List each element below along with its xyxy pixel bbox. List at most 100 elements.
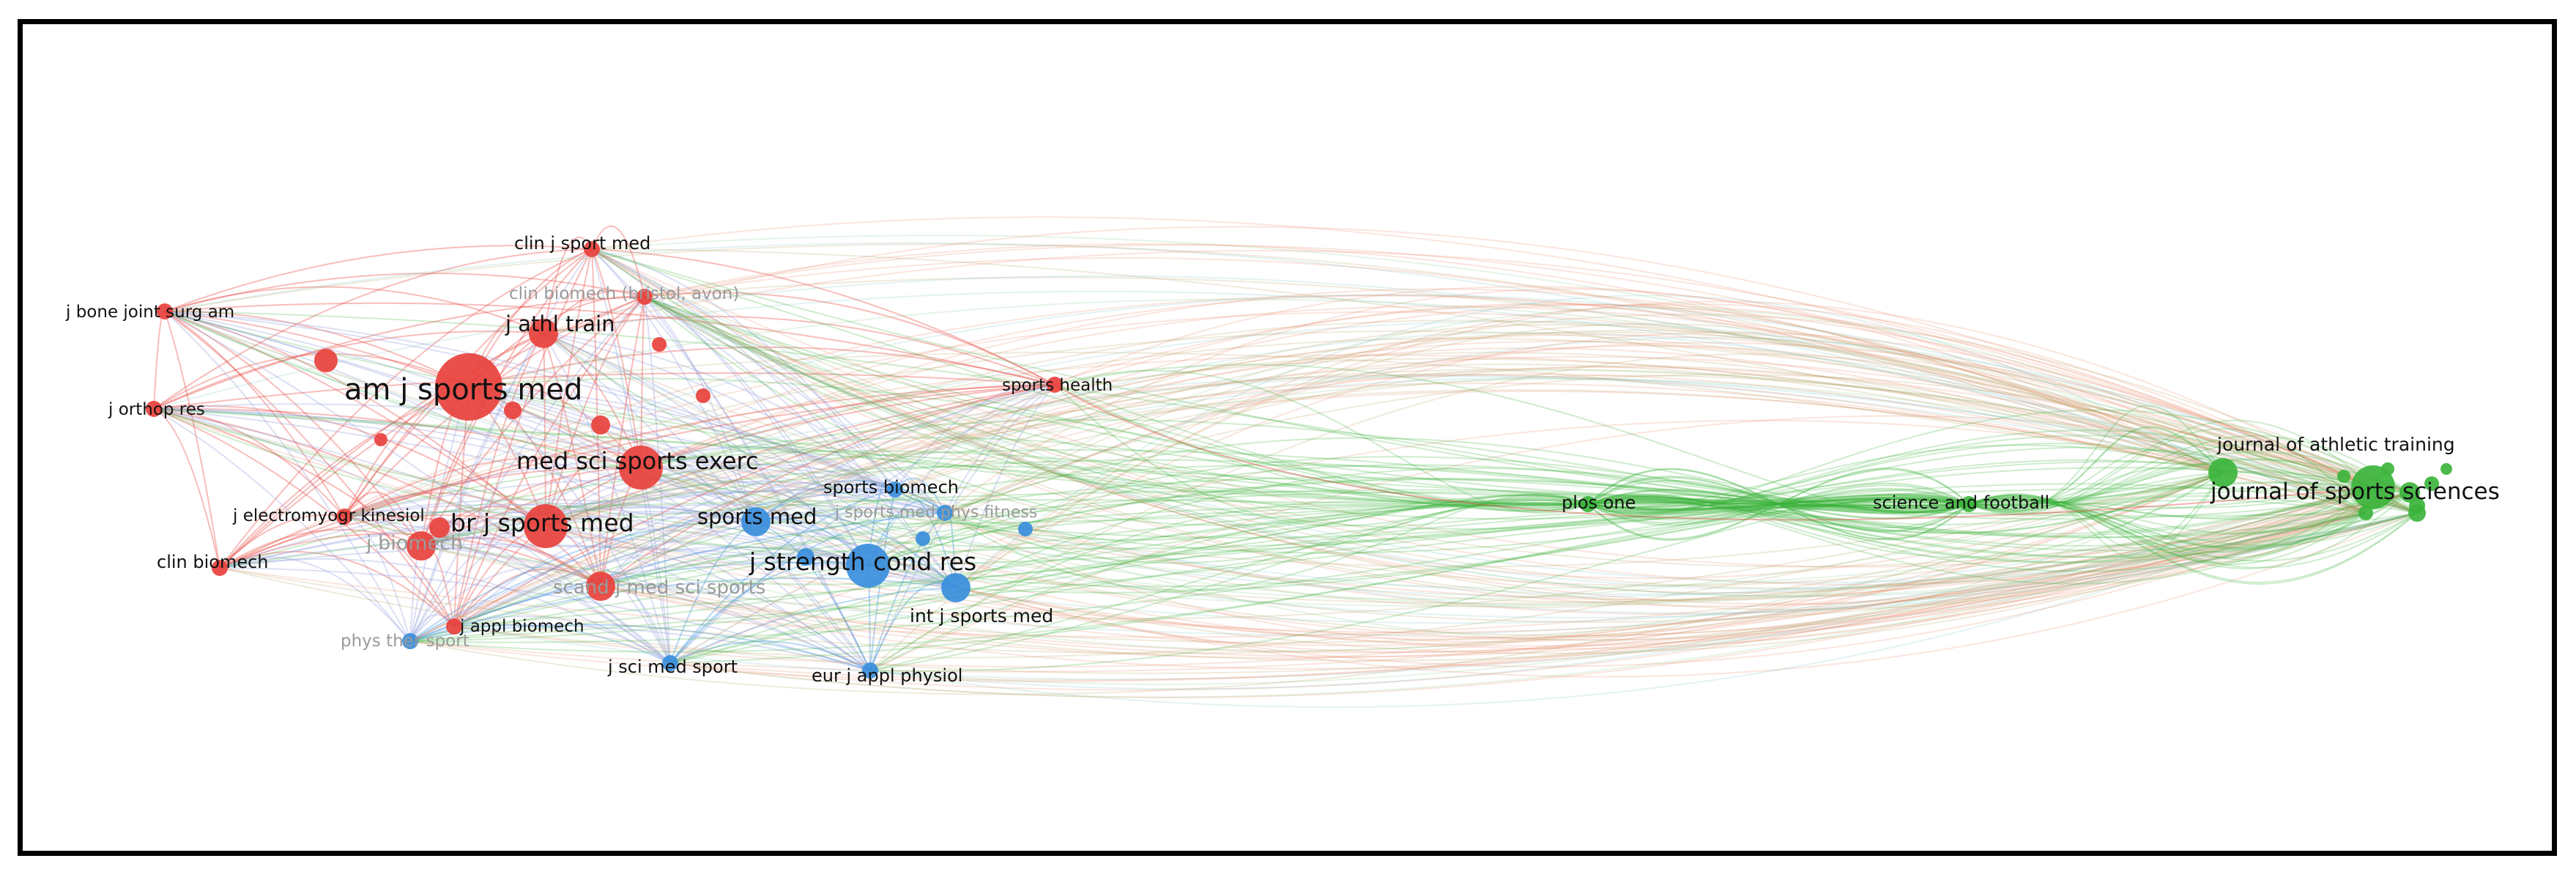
edge-green (1968, 472, 2224, 550)
edge-long-arc (944, 472, 2224, 641)
network-node (2440, 463, 2452, 475)
edge-green (1968, 497, 2418, 569)
edge-long-arc (644, 296, 2410, 589)
edge-long-arc (894, 366, 2410, 493)
edge (644, 296, 757, 522)
edge (409, 624, 671, 664)
network-node-j-electromyogr-kinesiol (336, 509, 352, 525)
edge (219, 558, 671, 664)
edge-green (153, 408, 1589, 553)
edge-long-arc (755, 303, 2418, 522)
edge (453, 489, 896, 627)
network-node (696, 388, 710, 403)
network-node-am-j-sports-med (435, 353, 502, 421)
network-node-sports-health (1047, 377, 1063, 393)
edge-green (591, 248, 1970, 530)
edge (543, 333, 871, 671)
diagram-frame (18, 19, 2557, 856)
edge (543, 333, 757, 522)
edge-green (644, 296, 1589, 506)
edge-green (1054, 384, 1589, 506)
edge (153, 408, 946, 514)
edge-green (1587, 492, 2410, 520)
edge-long-arc (468, 386, 2418, 623)
edge (420, 545, 871, 671)
edge-green (1968, 492, 2410, 569)
edge-long-arc (545, 352, 2224, 527)
edge-green (1587, 444, 2224, 509)
edge (468, 386, 957, 588)
network-node (591, 415, 610, 435)
edge (153, 372, 1055, 410)
edge (543, 333, 601, 587)
edge-long-arc (543, 250, 2374, 488)
edge-green (1968, 492, 2410, 551)
edge-green (944, 498, 1970, 554)
edge-long-arc (545, 358, 2418, 527)
edge (869, 384, 1055, 671)
edge-long-arc (644, 296, 2410, 605)
network-node-eur-j-appl-physiol (862, 662, 878, 679)
network-node-j-strength-cond-res (846, 544, 890, 588)
edge-green (600, 489, 1970, 587)
network-node (797, 548, 814, 566)
network-node (2424, 476, 2439, 491)
edge-green (1587, 476, 1970, 533)
edge-green (600, 491, 1970, 587)
edge-green (1587, 446, 2418, 514)
edge (867, 500, 946, 566)
network-node-clin-j-sport-med (584, 241, 600, 257)
edge (219, 386, 469, 569)
edge (600, 517, 757, 587)
edge (468, 386, 671, 664)
edge-long-arc (344, 311, 2418, 517)
edge (545, 296, 645, 527)
edge (344, 516, 671, 664)
edge (545, 481, 946, 527)
node-label-int-j-sports-med: int j sports med (910, 605, 1053, 627)
network-node (429, 517, 450, 538)
edge (153, 408, 671, 664)
edge-long-arc (164, 242, 2367, 514)
edge-long-arc (644, 243, 2367, 514)
edge (543, 333, 946, 514)
edge-green (1587, 468, 1970, 541)
network-node-scand-j-med-sci-sports (586, 572, 615, 601)
edge (219, 514, 345, 569)
edge-green (1587, 498, 1970, 511)
edge (164, 311, 411, 642)
edge (219, 533, 601, 587)
node-label-clin-j-sport-med: clin j sport med (514, 233, 650, 254)
edge-green (1587, 472, 2224, 558)
edge (543, 289, 645, 334)
edge-green (1587, 498, 2367, 564)
edge-long-arc (453, 472, 2224, 659)
edge-green (1968, 487, 2374, 519)
network-node-j-athl-train (529, 319, 558, 348)
edge-green (1587, 487, 1970, 521)
edge (591, 248, 869, 566)
edge (600, 296, 645, 587)
edge-green (955, 467, 1970, 588)
edge-green (1587, 468, 1970, 540)
node-label-am-j-sports-med: am j sports med (344, 373, 582, 407)
edge-green (164, 311, 1970, 539)
edge (543, 315, 1055, 385)
edge-green (1968, 489, 2410, 506)
edge-green (1587, 429, 2418, 515)
edge-green (1587, 482, 1970, 526)
edge-green (409, 503, 1589, 642)
edge (453, 333, 544, 627)
edge (219, 466, 642, 569)
edge (153, 408, 422, 547)
edge (153, 296, 645, 410)
edge-long-arc (219, 512, 2367, 674)
edge-green (1968, 497, 2367, 566)
edge (344, 514, 601, 587)
edge (644, 292, 1055, 385)
edge-green (1587, 487, 2410, 506)
edge-long-arc (164, 311, 2410, 589)
edge-long-arc (644, 296, 2367, 591)
edge-long-arc (453, 512, 2418, 680)
edge (420, 467, 642, 547)
